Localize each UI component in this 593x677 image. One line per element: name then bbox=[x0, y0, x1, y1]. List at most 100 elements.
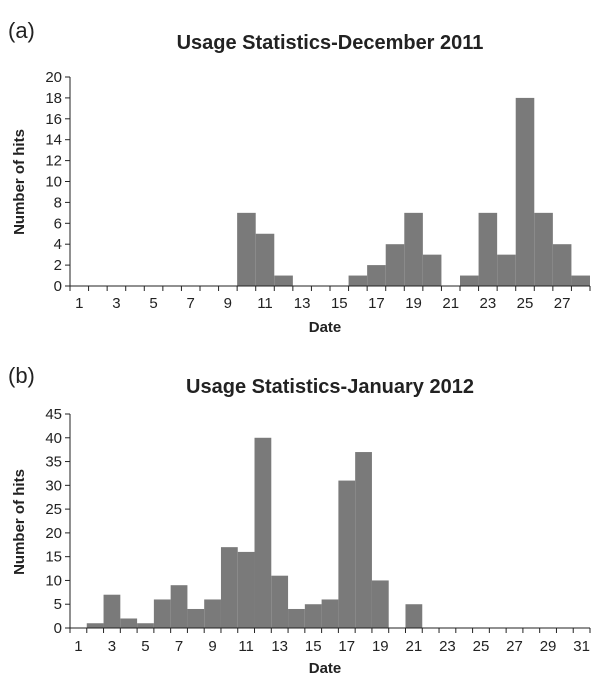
bar-a-27 bbox=[552, 244, 572, 286]
chart-title-b: Usage Statistics-January 2012 bbox=[186, 376, 474, 398]
bar-a-23 bbox=[478, 212, 498, 286]
bar-a-17 bbox=[367, 265, 386, 286]
y-tick-label-a-12: 12 bbox=[45, 153, 62, 170]
y-tick-label-b-5: 5 bbox=[54, 596, 62, 613]
panel-label-b: (b) bbox=[8, 363, 35, 388]
y-axis-label-b: Number of hits bbox=[11, 469, 28, 575]
bar-a-16 bbox=[348, 275, 368, 286]
bars-a bbox=[237, 97, 590, 287]
x-tick-label-b-15: 15 bbox=[305, 638, 322, 655]
bar-b-8 bbox=[187, 608, 205, 628]
bar-b-5 bbox=[137, 623, 154, 628]
x-tick-label-b-21: 21 bbox=[406, 638, 423, 655]
x-axis-label-a: Date bbox=[309, 319, 342, 336]
panel-label-a: (a) bbox=[8, 18, 35, 43]
bar-b-17 bbox=[338, 480, 356, 628]
x-tick-label-a-19: 19 bbox=[405, 295, 422, 312]
bar-b-10 bbox=[220, 547, 238, 628]
x-tick-label-a-11: 11 bbox=[257, 295, 273, 312]
bars-b bbox=[86, 437, 423, 628]
y-ticks-a: 0 2 4 6 8 10 12 14 16 18 20 bbox=[45, 69, 70, 295]
bar-b-3 bbox=[103, 594, 121, 628]
x-tick-label-b-29: 29 bbox=[540, 638, 557, 655]
bar-b-15 bbox=[304, 604, 322, 628]
chart-january-2012: (b) Usage Statistics-January 2012 Number… bbox=[8, 363, 591, 677]
bar-b-9 bbox=[204, 599, 221, 628]
chart-december-2011: (a) Usage Statistics-December 2011 Numbe… bbox=[8, 18, 591, 336]
x-ticks-b: 1 3 5 7 9 11 13 15 17 19 21 23 25 27 29 31 bbox=[69, 628, 591, 655]
y-tick-label-b-0: 0 bbox=[54, 620, 62, 637]
x-tick-label-a-7: 7 bbox=[187, 295, 195, 312]
x-axis-label-b: Date bbox=[309, 660, 342, 677]
x-tick-label-b-25: 25 bbox=[473, 638, 490, 655]
x-tick-label-b-23: 23 bbox=[439, 638, 456, 655]
x-tick-label-a-5: 5 bbox=[149, 295, 157, 312]
y-tick-label-a-4: 4 bbox=[54, 236, 62, 253]
y-tick-label-b-45: 45 bbox=[45, 406, 62, 423]
x-tick-label-b-5: 5 bbox=[141, 638, 149, 655]
bar-b-16 bbox=[321, 599, 339, 628]
x-tick-label-b-19: 19 bbox=[372, 638, 389, 655]
x-tick-label-b-1: 1 bbox=[74, 638, 82, 655]
y-tick-label-a-16: 16 bbox=[45, 111, 62, 128]
bar-a-12 bbox=[274, 275, 293, 286]
x-tick-label-a-17: 17 bbox=[368, 295, 385, 312]
bar-a-28 bbox=[571, 275, 590, 286]
bar-b-21 bbox=[405, 604, 423, 628]
bar-a-24 bbox=[497, 254, 516, 286]
x-tick-label-b-31: 31 bbox=[573, 638, 590, 655]
bar-b-12 bbox=[254, 437, 272, 628]
y-tick-label-b-35: 35 bbox=[45, 454, 62, 471]
y-axis-label-a: Number of hits bbox=[11, 129, 28, 235]
x-tick-label-b-17: 17 bbox=[338, 638, 355, 655]
bar-a-26 bbox=[534, 212, 553, 286]
x-tick-label-a-23: 23 bbox=[480, 295, 497, 312]
bar-b-13 bbox=[271, 575, 289, 628]
y-tick-label-b-20: 20 bbox=[45, 525, 62, 542]
y-tick-label-a-6: 6 bbox=[54, 215, 62, 232]
x-tick-label-b-9: 9 bbox=[208, 638, 216, 655]
bar-a-10 bbox=[237, 212, 256, 286]
bar-b-7 bbox=[170, 585, 188, 628]
bar-b-19 bbox=[371, 580, 389, 628]
bar-a-18 bbox=[385, 244, 405, 286]
y-tick-label-b-10: 10 bbox=[45, 572, 62, 589]
bar-a-19 bbox=[404, 212, 423, 286]
bar-b-2 bbox=[86, 623, 104, 628]
y-tick-label-a-8: 8 bbox=[54, 194, 62, 211]
bar-b-6 bbox=[153, 599, 171, 628]
x-ticks-a: 1 3 5 7 9 11 13 15 17 19 21 23 25 27 bbox=[69, 286, 591, 312]
x-tick-label-a-21: 21 bbox=[442, 295, 459, 312]
x-tick-label-b-11: 11 bbox=[238, 638, 254, 655]
x-tick-label-b-3: 3 bbox=[108, 638, 116, 655]
chart-title-a: Usage Statistics-December 2011 bbox=[177, 32, 484, 54]
bar-a-11 bbox=[255, 233, 275, 286]
x-tick-label-b-13: 13 bbox=[271, 638, 288, 655]
x-tick-label-a-27: 27 bbox=[554, 295, 571, 312]
y-ticks-b: 0 5 10 15 20 25 30 35 40 45 bbox=[45, 406, 70, 637]
bar-b-18 bbox=[355, 452, 372, 628]
y-tick-label-b-40: 40 bbox=[45, 430, 62, 447]
y-tick-label-b-30: 30 bbox=[45, 477, 62, 494]
x-tick-label-a-3: 3 bbox=[112, 295, 120, 312]
y-tick-label-a-0: 0 bbox=[54, 278, 62, 295]
y-tick-label-a-20: 20 bbox=[45, 69, 62, 86]
bar-a-25 bbox=[515, 97, 535, 287]
bar-a-22 bbox=[460, 275, 479, 286]
y-tick-label-a-14: 14 bbox=[45, 132, 62, 149]
x-tick-label-a-13: 13 bbox=[294, 295, 311, 312]
x-tick-label-b-7: 7 bbox=[175, 638, 183, 655]
y-tick-label-a-10: 10 bbox=[45, 174, 62, 191]
y-tick-label-b-25: 25 bbox=[45, 501, 62, 518]
x-tick-label-a-15: 15 bbox=[331, 295, 348, 312]
x-tick-label-b-27: 27 bbox=[506, 638, 523, 655]
x-tick-label-a-9: 9 bbox=[224, 295, 232, 312]
x-tick-label-a-25: 25 bbox=[517, 295, 534, 312]
y-tick-label-a-18: 18 bbox=[45, 90, 62, 107]
bar-b-11 bbox=[237, 551, 255, 628]
bar-a-20 bbox=[422, 254, 442, 286]
y-tick-label-a-2: 2 bbox=[54, 257, 62, 274]
bar-b-14 bbox=[288, 608, 305, 628]
x-tick-label-a-1: 1 bbox=[75, 295, 83, 312]
